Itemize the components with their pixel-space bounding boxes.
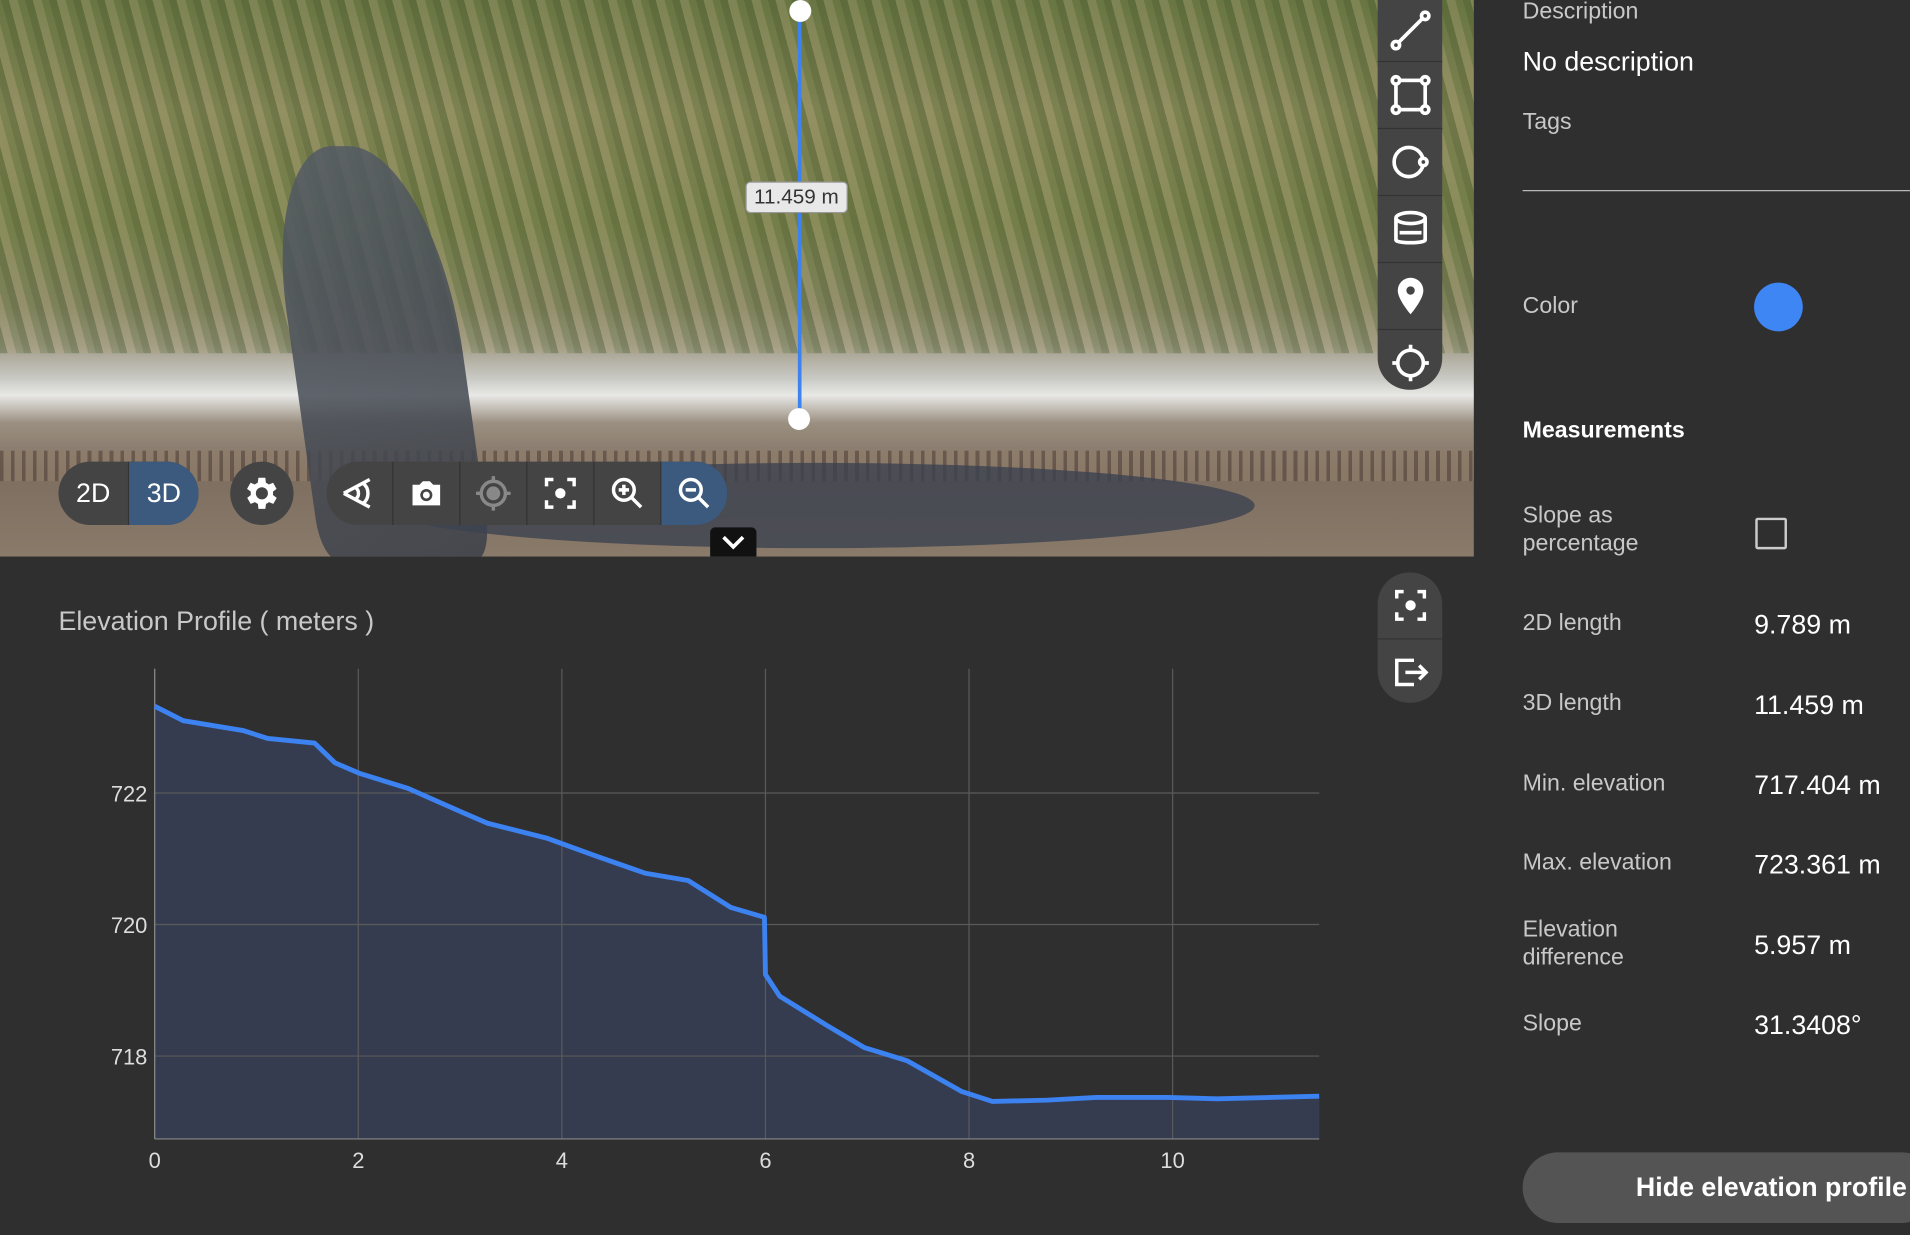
collapse-button[interactable] [710, 527, 757, 557]
y-tick-label: 720 [111, 913, 148, 938]
drawing-tools [1377, 0, 1443, 390]
volume-icon[interactable] [1377, 196, 1443, 264]
x-tick-label: 0 [149, 1148, 161, 1173]
marker-icon[interactable] [1377, 263, 1443, 331]
x-tick-label: 2 [352, 1148, 364, 1173]
gear-icon [230, 462, 293, 525]
zoom-out-icon[interactable] [661, 461, 728, 526]
measurement-line[interactable] [797, 9, 802, 420]
export-icon[interactable] [1378, 640, 1443, 706]
x-tick-label: 6 [759, 1148, 771, 1173]
measurement-label: 11.459 m [745, 181, 848, 214]
settings-button[interactable] [230, 461, 294, 526]
description-label: Description [1522, 0, 1639, 25]
elevation-difference-value: 5.957 m [1754, 929, 1851, 960]
measurements-heading: Measurements [1522, 417, 1685, 444]
measurement-end-handle[interactable] [788, 408, 811, 430]
focus-profile-icon[interactable] [1377, 573, 1443, 640]
properties-panel: Description No description Tags Color Me… [1473, 0, 1910, 1235]
max-elevation-value: 723.361 m [1754, 849, 1881, 880]
x-tick-label: 8 [963, 1148, 975, 1173]
tags-label: Tags [1522, 109, 1572, 136]
camera-icon[interactable] [393, 461, 461, 526]
map-3d-view[interactable]: 11.459 m 2D 3D [0, 0, 1474, 557]
area-fill [154, 706, 1320, 1139]
view-toggle: 2D 3D [58, 461, 199, 526]
2d-length-label: 2D length [1522, 610, 1622, 636]
slope-percentage-label: Slope as percentage [1522, 503, 1639, 557]
map-toolbar [326, 461, 728, 526]
elevation-profile-panel: Elevation Profile ( meters ) 0 2 4 6 8 10 718 7… [0, 556, 1474, 1235]
locate-icon[interactable] [460, 461, 528, 526]
chevron-down-icon [722, 535, 745, 550]
focus-icon[interactable] [527, 461, 595, 526]
elevation-chart: 0 2 4 6 8 10 718 720 722 [111, 668, 1320, 1173]
chart-title: Elevation Profile ( meters ) [58, 605, 375, 636]
3d-length-label: 3D length [1522, 690, 1622, 717]
3d-length-value: 11.459 m [1754, 689, 1864, 720]
min-elevation-value: 717.404 m [1754, 769, 1881, 801]
elevation-line [153, 704, 1320, 1104]
color-label: Color [1522, 293, 1578, 320]
3d-button[interactable]: 3D [129, 461, 199, 526]
line-icon[interactable] [1377, 0, 1443, 63]
polygon-icon[interactable] [1377, 62, 1443, 130]
profile-tools [1377, 572, 1443, 706]
slope-percentage-checkbox[interactable] [1755, 517, 1787, 550]
slope-value: 31.3408° [1754, 1009, 1862, 1041]
hide-elevation-profile-button[interactable]: Hide elevation profile [1522, 1152, 1910, 1223]
eye-view-icon[interactable] [326, 461, 394, 526]
tags-input[interactable] [1522, 190, 1910, 192]
2d-button[interactable]: 2D [58, 461, 130, 526]
y-tick-label: 718 [111, 1045, 148, 1070]
description-value[interactable]: No description [1522, 46, 1694, 77]
crosshair-icon[interactable] [1378, 330, 1443, 396]
circle-icon[interactable] [1377, 129, 1443, 197]
elevation-difference-label: Elevation difference [1522, 917, 1624, 971]
2d-length-value: 9.789 m [1754, 609, 1851, 640]
slope-label: Slope [1522, 1011, 1582, 1037]
min-elevation-label: Min. elevation [1522, 771, 1666, 797]
zoom-in-icon[interactable] [594, 461, 662, 526]
measurement-start-handle[interactable] [789, 0, 812, 22]
color-swatch[interactable] [1754, 282, 1803, 332]
terrain [0, 0, 1474, 354]
x-tick-label: 10 [1160, 1148, 1184, 1173]
x-tick-label: 4 [556, 1148, 568, 1173]
y-tick-label: 722 [111, 782, 148, 807]
max-elevation-label: Max. elevation [1522, 850, 1672, 876]
